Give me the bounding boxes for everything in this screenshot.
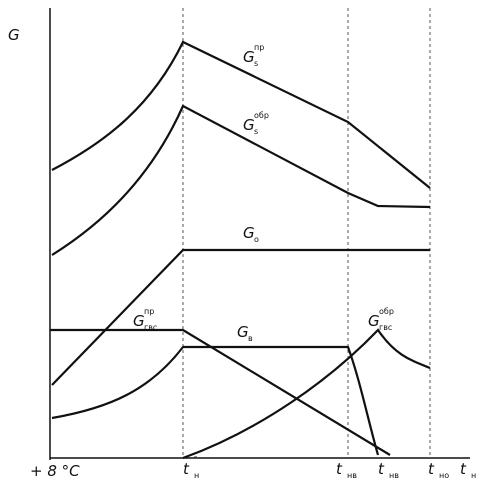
label-sub: н — [471, 471, 476, 480]
label-sup: обр — [379, 307, 394, 316]
label-sub: нв — [389, 471, 399, 480]
label-sub: s — [254, 127, 258, 136]
label-base: G — [243, 224, 255, 242]
label-sub: но — [439, 471, 449, 480]
label-sup: пр — [254, 43, 264, 52]
label-base: G — [237, 323, 249, 341]
x-label: t но — [428, 460, 449, 480]
label-sub: нв — [347, 471, 357, 480]
label-base: G — [133, 312, 145, 330]
label-base: G — [368, 312, 380, 330]
y-axis-label: G — [8, 26, 20, 44]
guides — [182, 8, 431, 458]
label-base: G — [243, 48, 255, 66]
label-sub: н — [194, 471, 199, 480]
label-base: + 8 °С — [30, 462, 80, 480]
label-base: t — [428, 460, 435, 478]
curves — [50, 40, 431, 460]
label-base: t — [460, 460, 467, 478]
label-sup: ″ — [194, 455, 197, 464]
x-label: t нв — [378, 460, 399, 480]
label-sub: о — [254, 235, 259, 244]
label-sub: в — [248, 334, 253, 343]
label-sub: s — [254, 59, 258, 68]
label-sup: обр — [254, 111, 269, 120]
label-base: t — [336, 460, 343, 478]
x-label: t нв — [336, 460, 357, 480]
curve-label: Gпр s — [243, 43, 264, 68]
x-label: + 8 °С — [30, 462, 80, 480]
label-sub: гвс — [144, 323, 157, 332]
label-sub: гвс — [379, 323, 392, 332]
label-sup: пр — [144, 307, 154, 316]
label-base: G — [243, 116, 255, 134]
label-base: t — [183, 460, 190, 478]
label-base: t — [378, 460, 385, 478]
curve-label: Gпр гвс — [133, 307, 157, 332]
x-label: t ″ н — [183, 455, 199, 480]
